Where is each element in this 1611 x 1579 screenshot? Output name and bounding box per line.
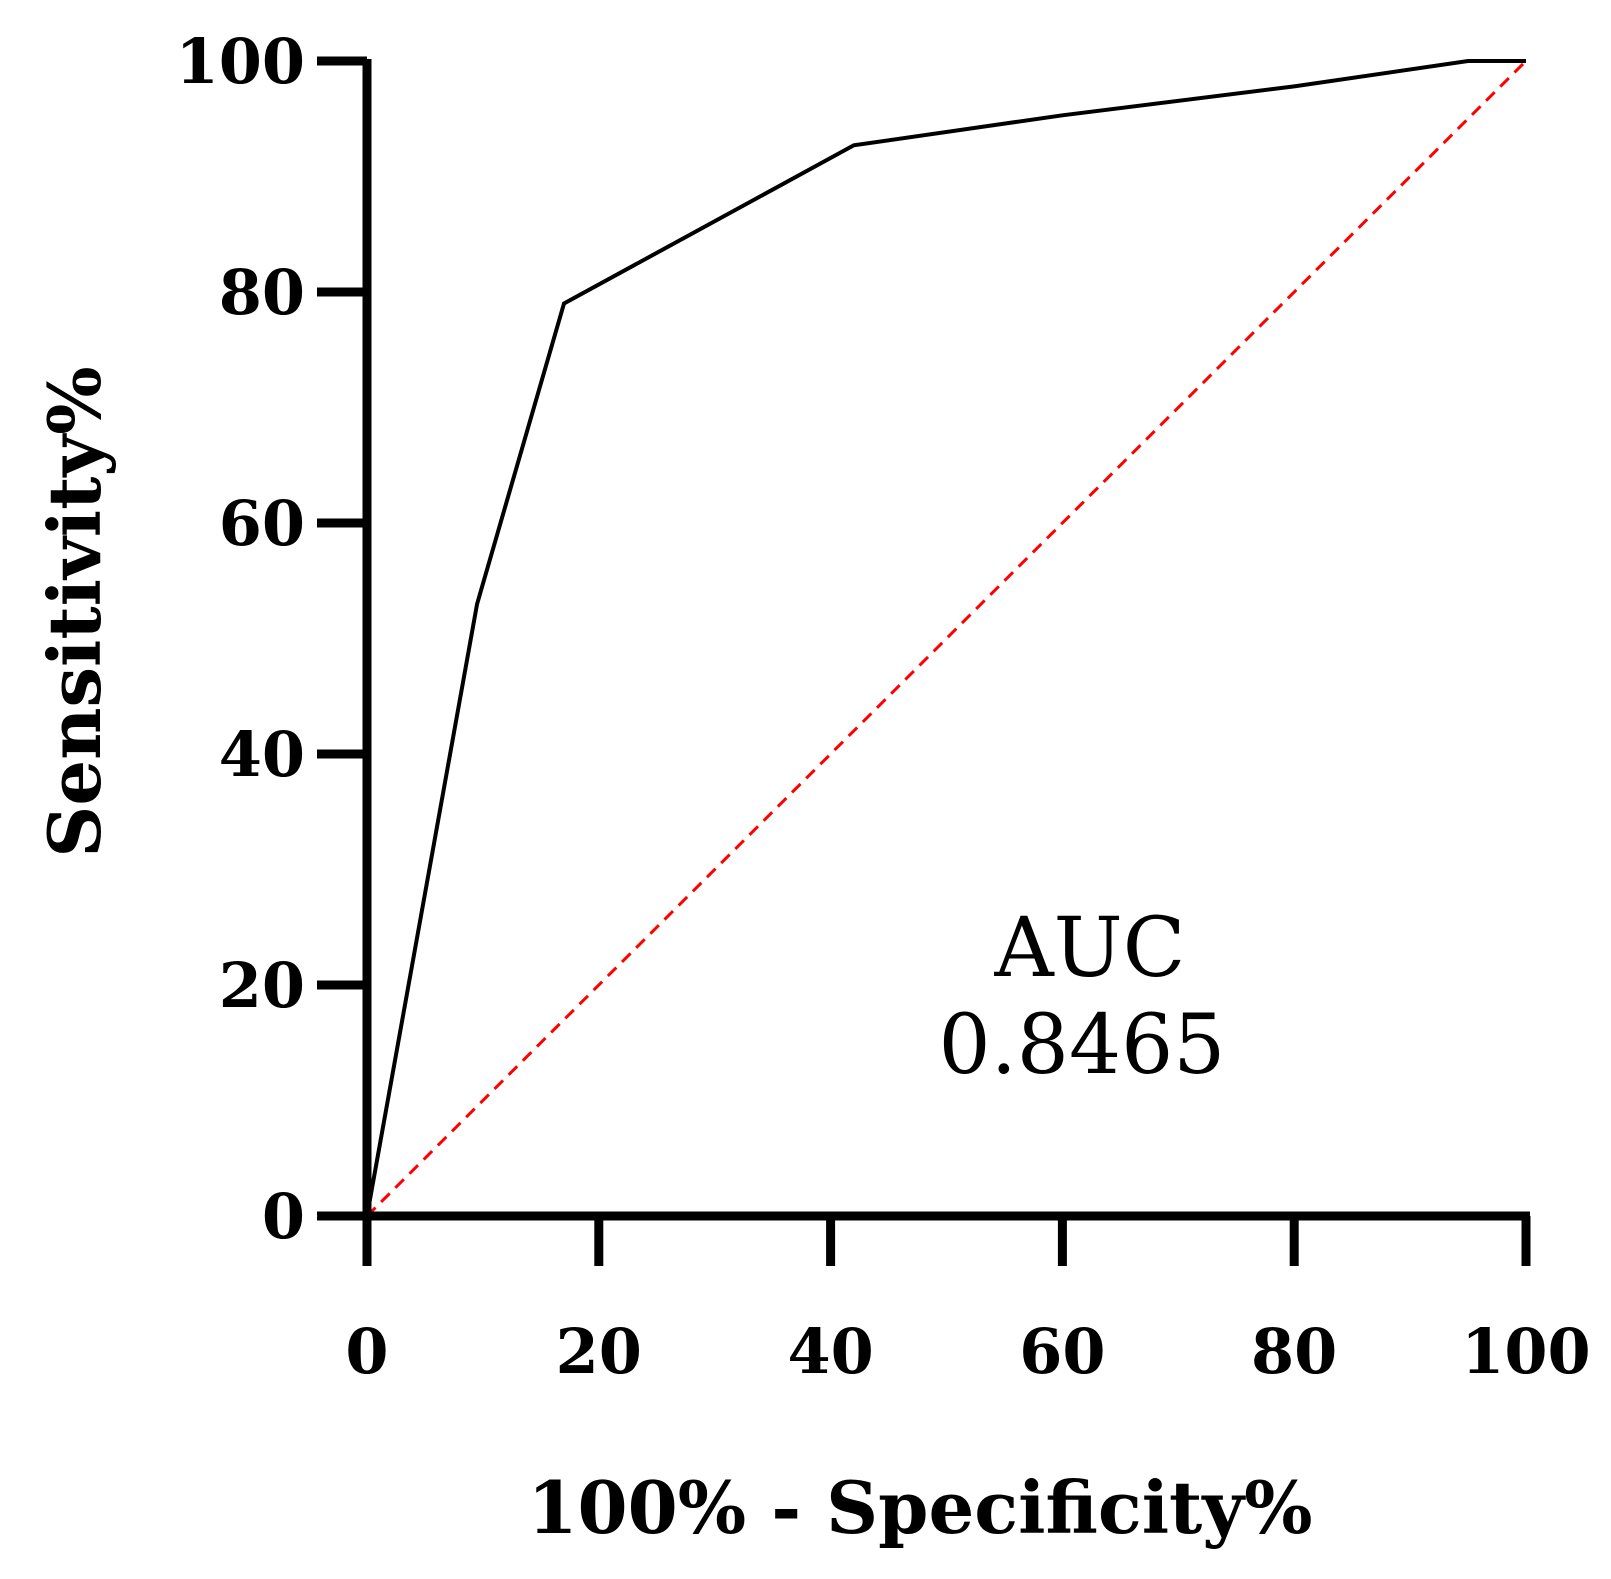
x-tick-label: 100 (1461, 1315, 1590, 1388)
roc-curve (365, 59, 1526, 1217)
y-tick-label: 80 (219, 256, 305, 329)
auc-value: 0.8465 (939, 998, 1226, 1093)
x-axis-title: 100% - Specificity% (527, 1465, 1312, 1550)
y-tick-label: 20 (219, 949, 305, 1022)
reference-line (365, 59, 1528, 1218)
plot-area (365, 59, 1528, 1218)
x-tick-label: 60 (1019, 1315, 1105, 1388)
x-tick-label: 20 (556, 1315, 642, 1388)
axes (317, 56, 1531, 1266)
auc-label: AUC (993, 901, 1185, 996)
y-tick-label: 60 (219, 487, 305, 560)
y-axis-title: Sensitivity% (32, 366, 117, 857)
x-tick-label: 80 (1251, 1315, 1337, 1388)
y-tick-label: 0 (262, 1180, 305, 1253)
x-tick-label: 40 (787, 1315, 873, 1388)
x-tick-label: 0 (345, 1315, 388, 1388)
labels: 0 20 40 60 80 100 0 20 40 60 80 100 (176, 25, 1591, 1388)
y-tick-label: 100 (176, 25, 305, 98)
y-tick-label: 40 (219, 718, 305, 791)
